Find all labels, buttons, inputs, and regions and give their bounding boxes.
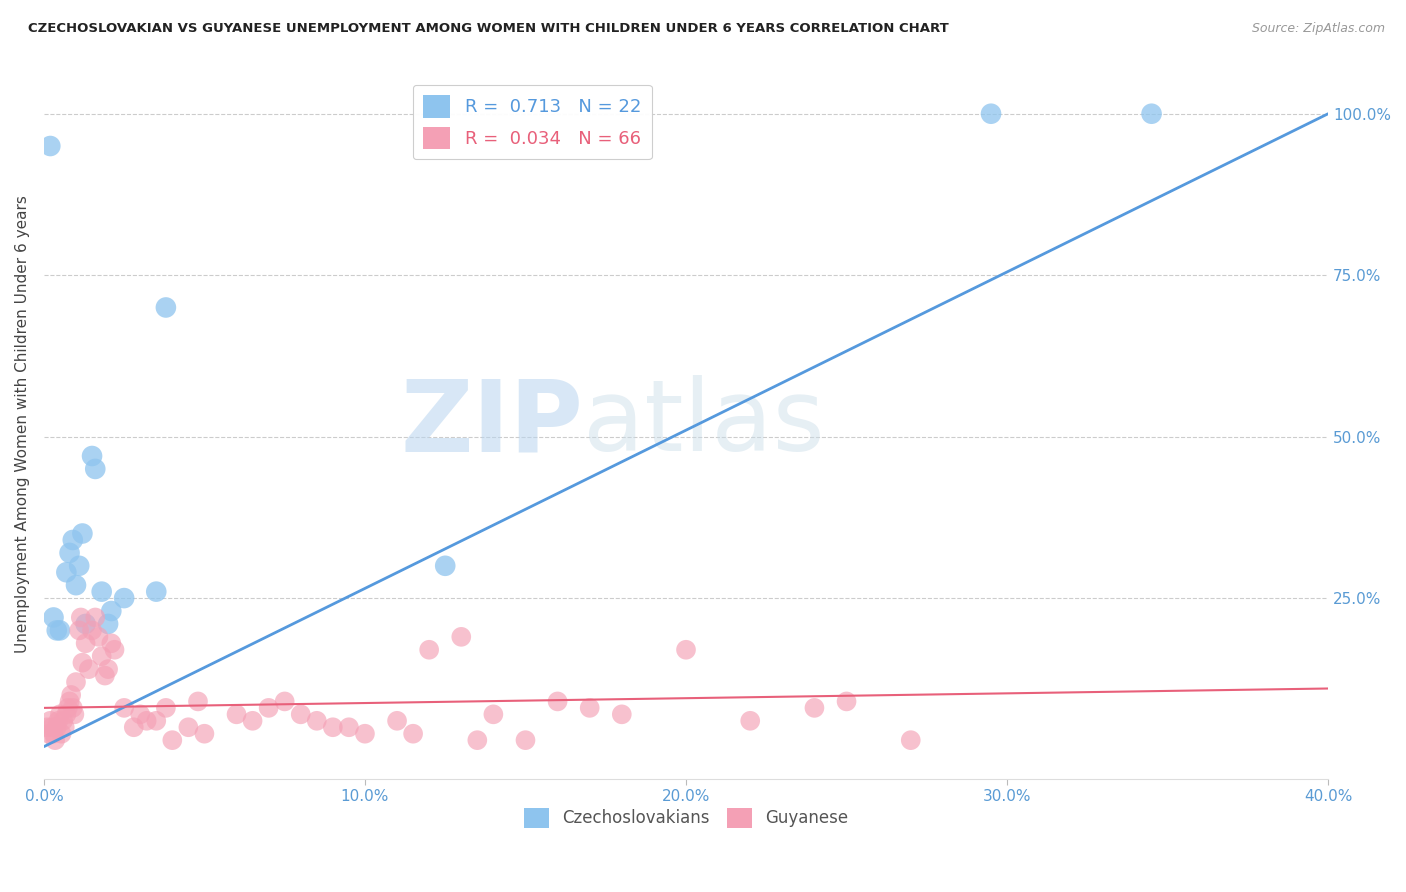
Point: [97, 662, 120, 676]
Point: [44, 733, 66, 747]
Point: [465, 733, 488, 747]
Point: [55, 566, 77, 580]
Point: [129, 707, 152, 722]
Text: CZECHOSLOVAKIAN VS GUYANESE UNEMPLOYMENT AMONG WOMEN WITH CHILDREN UNDER 6 YEARS: CZECHOSLOVAKIAN VS GUYANESE UNEMPLOYMENT…: [28, 22, 949, 36]
Point: [162, 733, 184, 747]
Point: [62, 533, 84, 547]
Text: ZIP: ZIP: [401, 376, 583, 472]
Point: [434, 558, 457, 573]
Point: [290, 707, 312, 722]
Point: [75, 616, 97, 631]
Point: [77, 662, 100, 676]
Text: Source: ZipAtlas.com: Source: ZipAtlas.com: [1251, 22, 1385, 36]
Point: [35, 720, 58, 734]
Point: [62, 701, 84, 715]
Point: [273, 694, 295, 708]
Point: [980, 106, 1002, 120]
Point: [482, 707, 505, 722]
Point: [835, 694, 858, 708]
Point: [242, 714, 264, 728]
Point: [122, 720, 145, 734]
Point: [46, 714, 69, 728]
Point: [145, 714, 167, 728]
Point: [75, 636, 97, 650]
Point: [87, 630, 110, 644]
Point: [67, 558, 90, 573]
Point: [67, 624, 90, 638]
Point: [58, 694, 80, 708]
Point: [112, 701, 135, 715]
Point: [72, 526, 94, 541]
Point: [56, 701, 79, 715]
Point: [193, 727, 215, 741]
Point: [257, 701, 280, 715]
Point: [385, 714, 408, 728]
Point: [402, 727, 425, 741]
Point: [60, 688, 83, 702]
Point: [1140, 106, 1163, 120]
Point: [94, 668, 117, 682]
Point: [84, 610, 107, 624]
Point: [803, 701, 825, 715]
Point: [80, 624, 103, 638]
Point: [41, 720, 63, 734]
Text: atlas: atlas: [583, 376, 825, 472]
Point: [69, 610, 91, 624]
Point: [63, 707, 86, 722]
Point: [80, 449, 103, 463]
Point: [90, 584, 112, 599]
Point: [177, 720, 200, 734]
Point: [72, 656, 94, 670]
Point: [305, 714, 328, 728]
Point: [675, 642, 697, 657]
Point: [337, 720, 360, 734]
Point: [103, 642, 125, 657]
Point: [450, 630, 472, 644]
Point: [42, 727, 65, 741]
Y-axis label: Unemployment Among Women with Children Under 6 years: Unemployment Among Women with Children U…: [15, 194, 30, 653]
Point: [740, 714, 762, 728]
Point: [39, 139, 62, 153]
Point: [900, 733, 922, 747]
Point: [58, 546, 80, 560]
Point: [55, 707, 77, 722]
Point: [45, 624, 67, 638]
Point: [53, 720, 76, 734]
Point: [45, 720, 67, 734]
Point: [97, 616, 120, 631]
Point: [135, 714, 157, 728]
Point: [547, 694, 569, 708]
Point: [610, 707, 633, 722]
Point: [145, 584, 167, 599]
Point: [52, 714, 75, 728]
Point: [578, 701, 600, 715]
Point: [155, 701, 177, 715]
Point: [225, 707, 247, 722]
Point: [49, 624, 72, 638]
Point: [100, 604, 122, 618]
Point: [112, 591, 135, 606]
Point: [90, 649, 112, 664]
Point: [322, 720, 344, 734]
Point: [84, 462, 107, 476]
Point: [515, 733, 537, 747]
Point: [155, 301, 177, 315]
Point: [418, 642, 440, 657]
Point: [65, 578, 87, 592]
Point: [39, 714, 62, 728]
Point: [65, 675, 87, 690]
Point: [187, 694, 209, 708]
Point: [100, 636, 122, 650]
Point: [49, 707, 72, 722]
Legend: Czechoslovakians, Guyanese: Czechoslovakians, Guyanese: [517, 801, 855, 835]
Point: [51, 727, 73, 741]
Point: [354, 727, 377, 741]
Point: [42, 610, 65, 624]
Point: [38, 727, 60, 741]
